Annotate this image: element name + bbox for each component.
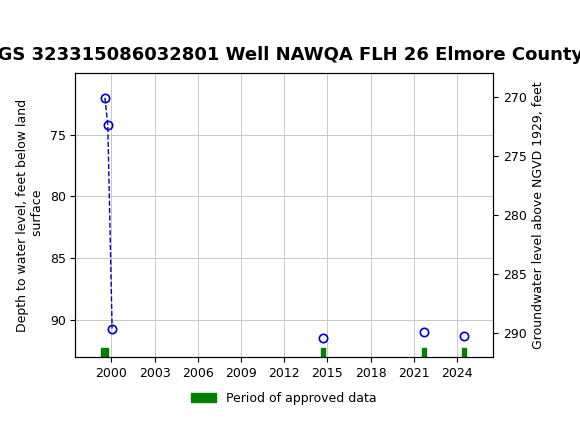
Y-axis label: Groundwater level above NGVD 1929, feet: Groundwater level above NGVD 1929, feet <box>532 81 545 349</box>
Bar <box>321 348 325 357</box>
Bar <box>102 348 108 357</box>
Text: ≈USGS: ≈USGS <box>9 16 90 36</box>
Y-axis label: Depth to water level, feet below land
 surface: Depth to water level, feet below land su… <box>16 98 44 332</box>
Legend: Period of approved data: Period of approved data <box>186 387 382 410</box>
Bar <box>422 348 426 357</box>
Text: USGS 323315086032801 Well NAWQA FLH 26 Elmore County Al: USGS 323315086032801 Well NAWQA FLH 26 E… <box>0 46 580 64</box>
Bar <box>462 348 466 357</box>
